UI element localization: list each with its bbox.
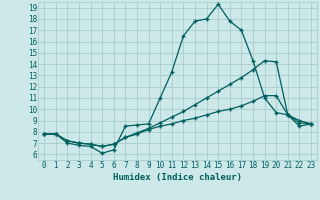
X-axis label: Humidex (Indice chaleur): Humidex (Indice chaleur): [113, 173, 242, 182]
